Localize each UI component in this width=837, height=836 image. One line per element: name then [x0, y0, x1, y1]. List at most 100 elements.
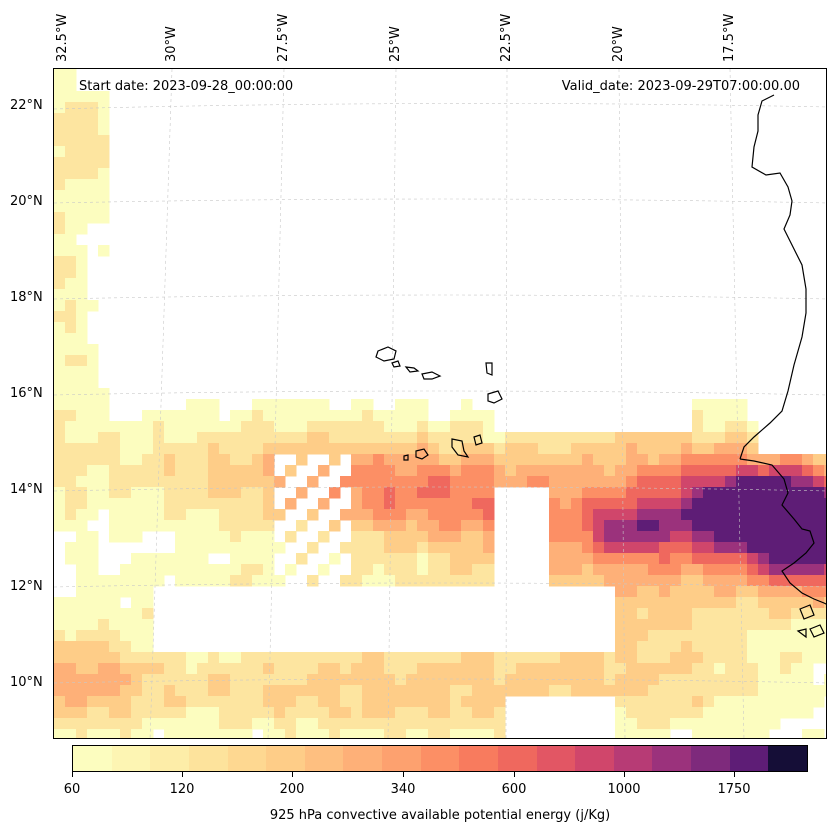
cape-cell [681, 608, 693, 620]
cape-cell [747, 498, 759, 510]
cape-cell [54, 520, 66, 532]
cape-cell [153, 432, 165, 444]
cape-cell [208, 443, 220, 455]
cape-cell [802, 454, 814, 466]
cape-cell [87, 179, 99, 191]
cape-cell [417, 498, 429, 510]
colorbar-swatch-4 [227, 746, 267, 771]
cape-cell [560, 685, 572, 697]
cape-cell [725, 630, 737, 642]
cape-cell [362, 421, 374, 433]
cape-cell [747, 663, 759, 675]
cape-cell [197, 696, 209, 708]
cape-cell [758, 652, 770, 664]
cape-cell [824, 531, 826, 543]
cape-cell [87, 531, 99, 543]
cape-cell [197, 553, 209, 565]
cape-cell [54, 465, 66, 477]
cape-cell [329, 454, 341, 466]
cape-cell [780, 509, 792, 521]
cape-cell [131, 509, 143, 521]
cape-cell [505, 476, 517, 488]
cape-cell [340, 663, 352, 675]
cape-cell [703, 630, 715, 642]
cape-cell [54, 707, 66, 719]
cape-cell [824, 564, 826, 576]
cape-cell [670, 531, 682, 543]
cape-cell [384, 696, 396, 708]
cape-cell [703, 575, 715, 587]
cape-cell [362, 707, 374, 719]
cape-cell [428, 652, 440, 664]
cape-cell [725, 454, 737, 466]
cape-cell [329, 553, 341, 565]
cape-cell [274, 443, 286, 455]
cape-cell [54, 718, 66, 730]
colorbar-label-1750: 1750 [717, 782, 751, 797]
cape-cell [98, 135, 110, 147]
cape-cell [769, 542, 781, 554]
cape-cell [494, 674, 506, 686]
cape-cell [439, 553, 451, 565]
cape-cell [87, 366, 99, 378]
cape-cell [120, 652, 132, 664]
cape-cell [604, 575, 616, 587]
cape-cell [384, 443, 396, 455]
cape-cell [186, 432, 198, 444]
cape-cell [802, 608, 814, 620]
cape-cell [76, 311, 88, 323]
cape-cell [252, 476, 264, 488]
cape-cell [681, 432, 693, 444]
cape-cell [142, 564, 154, 576]
cape-cell [725, 509, 737, 521]
cape-cell [681, 542, 693, 554]
cape-cell [87, 124, 99, 136]
cape-cell [604, 454, 616, 466]
cape-cell [175, 498, 187, 510]
cape-cell [703, 608, 715, 620]
cape-cell [87, 575, 99, 587]
cape-cell [98, 421, 110, 433]
cape-cell [472, 487, 484, 499]
cape-cell [208, 410, 220, 422]
cape-cell [87, 619, 99, 631]
cape-cell [549, 674, 561, 686]
cape-cell [791, 630, 803, 642]
cape-cell [395, 509, 407, 521]
cape-cell [714, 487, 726, 499]
cape-cell [593, 520, 605, 532]
cape-cell [175, 487, 187, 499]
cape-cell [417, 520, 429, 532]
cape-cell [736, 575, 748, 587]
cape-cell [373, 498, 385, 510]
cape-cell [373, 476, 385, 488]
cape-cell [54, 498, 66, 510]
cape-cell [142, 674, 154, 686]
cape-cell [582, 575, 594, 587]
cape-cell [714, 630, 726, 642]
cape-cell [439, 718, 451, 730]
cape-cell [54, 135, 66, 147]
cape-cell [571, 432, 583, 444]
cape-cell [802, 630, 814, 642]
african-coastline [739, 94, 807, 460]
cape-cell [736, 652, 748, 664]
cape-cell [252, 652, 264, 664]
cape-cell [483, 465, 495, 477]
cape-cell [428, 498, 440, 510]
cape-cell [725, 641, 737, 653]
cape-cell [197, 564, 209, 576]
cape-cell [186, 652, 198, 664]
cape-cell [736, 696, 748, 708]
cape-cell [516, 476, 528, 488]
cape-cell [417, 696, 429, 708]
cape-cell [824, 674, 826, 686]
cape-cell [472, 663, 484, 675]
cape-cell [483, 685, 495, 697]
cape-cell [472, 476, 484, 488]
cape-cell [98, 608, 110, 620]
cape-cell [296, 696, 308, 708]
cape-cell [109, 465, 121, 477]
cape-cell [659, 553, 671, 565]
cape-cell [120, 729, 132, 738]
